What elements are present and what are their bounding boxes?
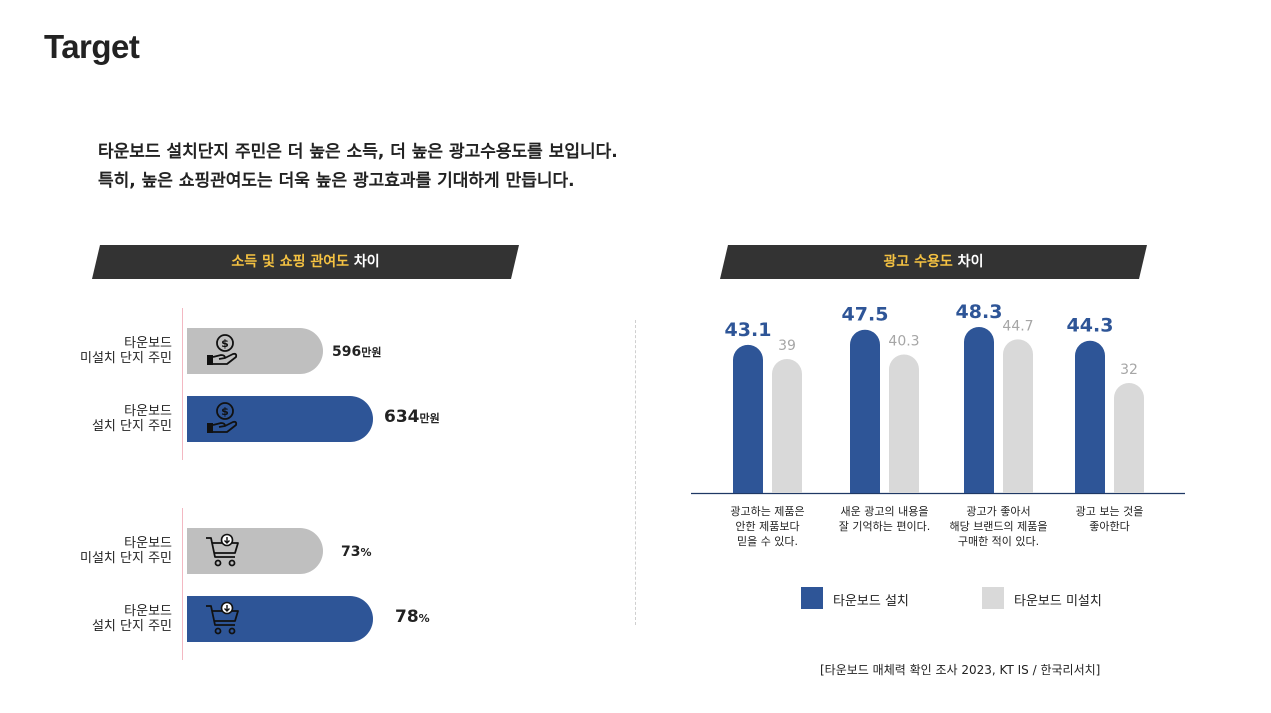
shopping-bar-installed [187, 596, 373, 642]
legend-label: 타운보드 설치 [833, 594, 909, 609]
income-value-not-installed: 596만원 [332, 341, 381, 360]
money-hand-icon: $ [207, 402, 238, 433]
bar-not-installed [889, 354, 919, 493]
money-hand-icon: $ [207, 334, 238, 365]
data-label: 44.7 [1002, 318, 1033, 334]
category-label-line: 잘 기억하는 편이다. [839, 519, 930, 533]
intro-text: 타운보드 설치단지 주민은 더 높은 소득, 더 높은 광고수용도를 보입니다.… [98, 138, 618, 196]
page-title: Target [44, 28, 140, 65]
row-label-line: 타운보드 [124, 604, 172, 619]
category-label: 새운 광고의 내용을 잘 기억하는 편이다. [839, 505, 930, 533]
income-value-installed: 634만원 [384, 407, 440, 427]
category-label-line: 해당 브랜드의 제품을 [949, 519, 1047, 533]
axis-line [182, 308, 183, 460]
value-unit: % [360, 546, 372, 559]
row-label-line: 설치 단지 주민 [91, 419, 172, 434]
banner-title: 소득 및 쇼핑 관여도 차이 [92, 245, 519, 279]
value-unit: 만원 [361, 346, 382, 359]
data-label: 44.3 [1067, 315, 1114, 337]
row-label-line: 타운보드 [124, 404, 172, 419]
data-label: 47.5 [842, 304, 889, 326]
shopping-value-not-installed: 73% [341, 541, 372, 560]
banner-rest: 차이 [349, 254, 380, 270]
source-note: [타운보드 매체력 확인 조사 2023, KT IS / 한국리서치] [820, 663, 1101, 677]
value-number: 596 [332, 344, 362, 360]
banner-highlight: 광고 수용도 [883, 254, 953, 270]
banner-shape [92, 245, 519, 279]
row-label: 타운보드 설치 단지 주민 [22, 604, 172, 634]
legend-swatch [801, 587, 823, 609]
value-number: 78 [395, 607, 419, 627]
shopping-bar-not-installed [187, 528, 323, 574]
legend-label: 타운보드 미설치 [1014, 594, 1102, 609]
value-unit: % [418, 612, 430, 625]
bar-installed [850, 329, 880, 493]
banner-shape [720, 245, 1147, 279]
category-label-line: 광고 보는 것을 [1076, 505, 1144, 518]
income-bar-not-installed: $ [187, 328, 323, 374]
row-label-line: 미설치 단지 주민 [80, 351, 172, 366]
ad-acceptance-banner: 광고 수용도 차이 [720, 245, 1147, 279]
legend-swatch [982, 587, 1004, 609]
bar-not-installed [772, 358, 802, 493]
category-label-line: 믿을 수 있다. [737, 535, 798, 548]
svg-text:$: $ [221, 337, 229, 350]
bar-not-installed [1003, 339, 1033, 493]
data-label: 32 [1120, 362, 1138, 378]
row-label-line: 타운보드 [124, 536, 172, 551]
banner-rest: 차이 [952, 254, 984, 270]
bar-installed [1075, 340, 1105, 493]
shopping-cart-icon [206, 601, 239, 635]
category-label-line: 광고하는 제품은 [730, 504, 804, 518]
bar-installed [964, 327, 994, 493]
category-label-line: 새운 광고의 내용을 [841, 505, 929, 518]
row-label-line: 미설치 단지 주민 [80, 551, 172, 566]
value-number: 73 [341, 544, 361, 560]
row-label: 타운보드 설치 단지 주민 [22, 404, 172, 434]
category-label-line: 구매한 적이 있다. [958, 535, 1039, 548]
row-label: 타운보드 미설치 단지 주민 [22, 536, 172, 566]
category-label-line: 광고가 좋아서 [966, 505, 1030, 518]
row-label-line: 타운보드 [124, 336, 172, 351]
data-label: 39 [778, 338, 796, 354]
row-label: 타운보드 미설치 단지 주민 [22, 336, 172, 366]
section-divider [635, 320, 636, 625]
row-label-line: 설치 단지 주민 [91, 619, 172, 634]
value-unit: 만원 [419, 412, 440, 425]
intro-line-2: 특히, 높은 쇼핑관여도는 더욱 높은 광고효과를 기대하게 만듭니다. [98, 171, 575, 191]
banner-highlight: 소득 및 쇼핑 관여도 [231, 254, 350, 270]
shopping-cart-icon [206, 533, 239, 567]
category-label-line: 좋아한다 [1089, 520, 1129, 533]
data-label: 48.3 [956, 301, 1003, 323]
income-bar-installed: $ [187, 396, 373, 442]
bar-not-installed [1114, 383, 1144, 493]
banner-title: 광고 수용도 차이 [720, 245, 1147, 279]
data-label: 43.1 [725, 319, 772, 341]
category-label-line: 안한 제품보다 [735, 520, 799, 533]
axis-line [182, 508, 183, 660]
data-label: 40.3 [888, 333, 919, 349]
bar-installed [733, 344, 763, 493]
income-shopping-banner: 소득 및 쇼핑 관여도 차이 [92, 245, 519, 279]
intro-line-1: 타운보드 설치단지 주민은 더 높은 소득, 더 높은 광고수용도를 보입니다. [98, 142, 618, 162]
shopping-value-installed: 78% [395, 607, 430, 627]
value-number: 634 [384, 407, 420, 427]
svg-text:$: $ [221, 405, 229, 418]
